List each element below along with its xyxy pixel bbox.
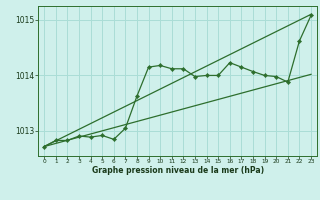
X-axis label: Graphe pression niveau de la mer (hPa): Graphe pression niveau de la mer (hPa) [92,166,264,175]
